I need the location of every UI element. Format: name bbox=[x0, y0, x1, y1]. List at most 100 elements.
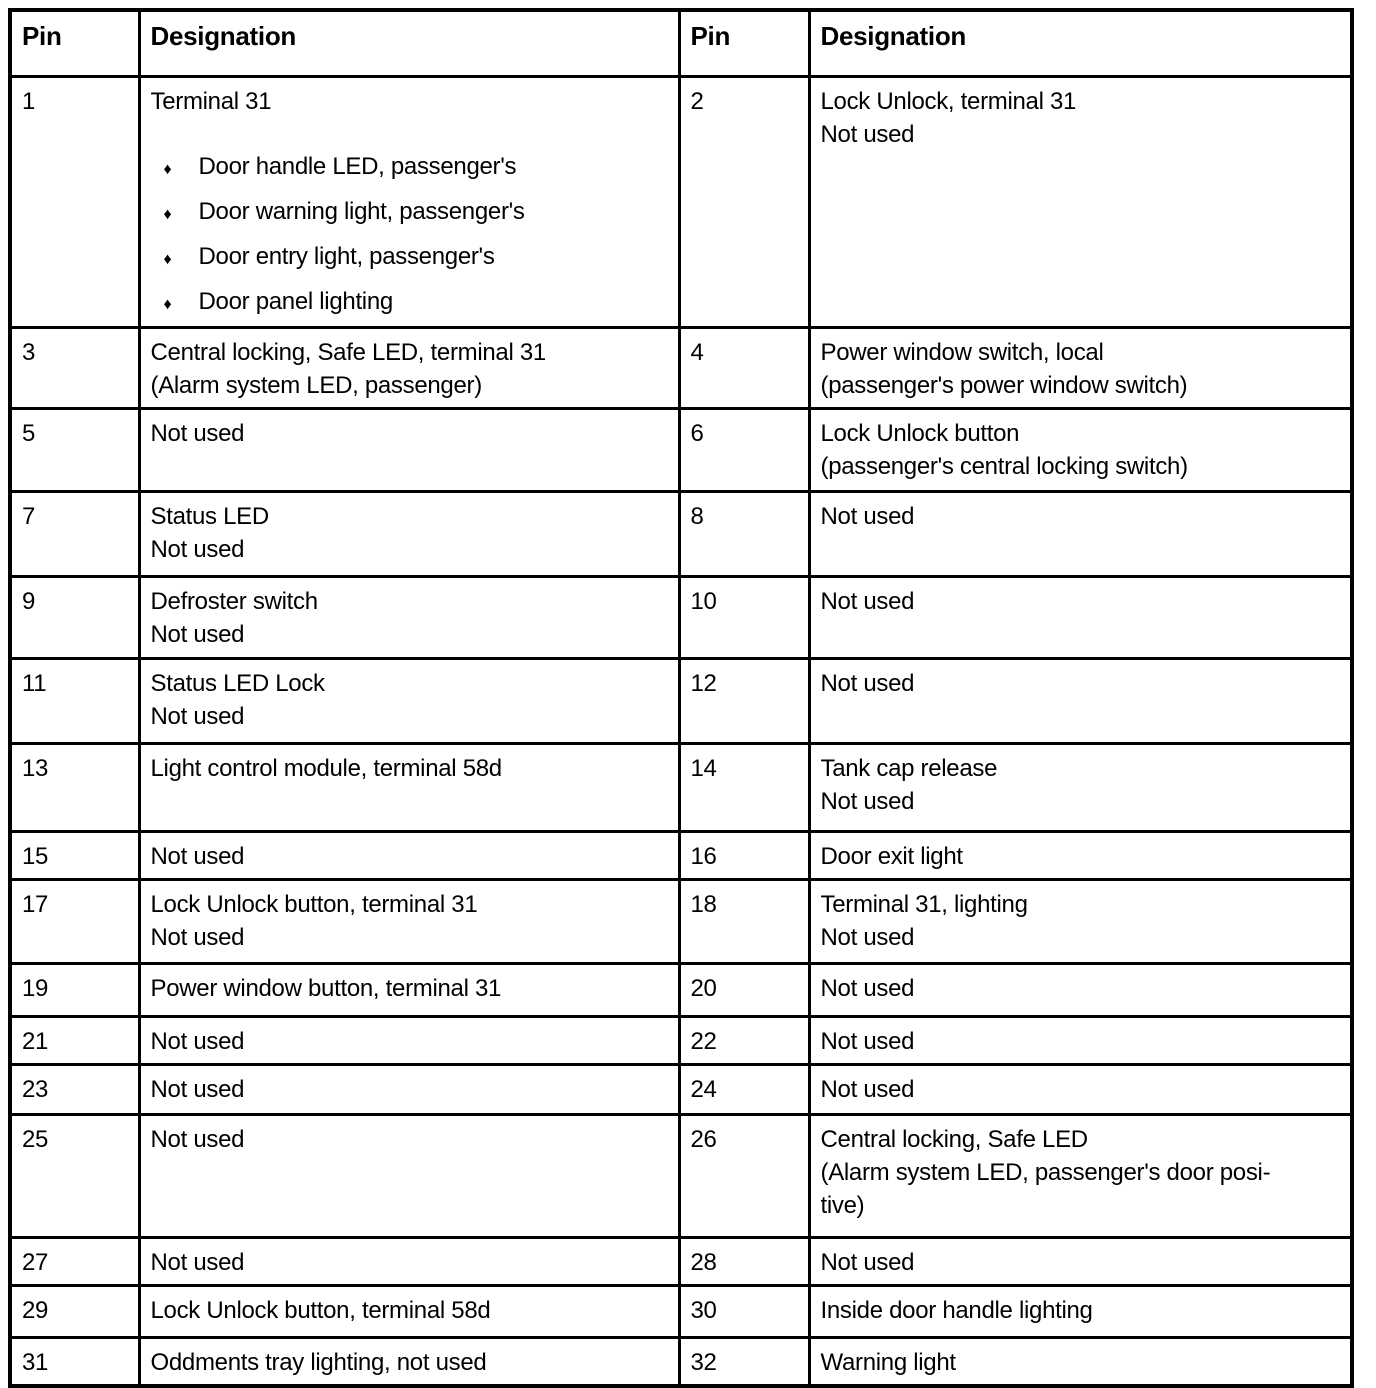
pin-number-cell: 20 bbox=[677, 962, 811, 1018]
pin-number-cell: 7 bbox=[8, 490, 141, 578]
table-row: 13 Light control module, terminal 58d 14 Ta… bbox=[8, 742, 1354, 833]
designation-line: Not used bbox=[150, 1028, 245, 1055]
diamond-bullet-icon: ♦ bbox=[163, 206, 172, 223]
designation-cell: Defroster switch Not used bbox=[137, 575, 681, 660]
designation-cell: Not used bbox=[137, 1015, 681, 1066]
pin-number-cell: 6 bbox=[677, 407, 811, 493]
designation-cell: Not used bbox=[807, 962, 1354, 1018]
pin-number-cell: 1 bbox=[8, 75, 141, 329]
designation-line: Door exit light bbox=[820, 843, 964, 870]
pin-number-cell: 29 bbox=[8, 1284, 141, 1339]
designation-line: Light control module, terminal 58d bbox=[150, 755, 503, 782]
diamond-bullet-icon: ♦ bbox=[163, 296, 172, 313]
designation-line: Not used bbox=[150, 621, 245, 648]
table-row: 5 Not used 6 Lock Unlock button (passenger's… bbox=[8, 407, 1354, 493]
designation-line: Not used bbox=[820, 1028, 915, 1055]
designation-line: Tank cap release bbox=[820, 755, 998, 782]
designation-line: Not used bbox=[820, 1076, 915, 1103]
pin-number-cell: 13 bbox=[8, 742, 141, 833]
designation-cell: Warning light bbox=[807, 1336, 1354, 1388]
designation-cell: Not used bbox=[137, 1236, 681, 1287]
designation-line: Not used bbox=[820, 788, 915, 815]
pin-number-cell: 5 bbox=[8, 407, 141, 493]
designation-line: Not used bbox=[820, 588, 915, 615]
pin-number-cell: 32 bbox=[677, 1336, 811, 1388]
pin-number-cell: 10 bbox=[677, 575, 811, 660]
designation-line: Not used bbox=[820, 121, 915, 148]
col-header-designation-right: Designation bbox=[807, 8, 1354, 78]
pin-number-cell: 21 bbox=[8, 1015, 141, 1066]
designation-cell: Not used bbox=[807, 1063, 1354, 1116]
bullet-list: ♦ Door handle LED, passenger's ♦ Door warni… bbox=[151, 150, 670, 321]
designation-line: Not used bbox=[820, 670, 915, 697]
col-header-pin-right: Pin bbox=[677, 8, 811, 78]
pin-number-cell: 8 bbox=[677, 490, 811, 578]
designation-line: Not used bbox=[820, 924, 915, 951]
designation-line: Not used bbox=[150, 1126, 245, 1153]
diamond-bullet-icon: ♦ bbox=[163, 251, 172, 268]
pin-assignment-table: Pin Designation Pin Designation 1 Termina… bbox=[8, 8, 1354, 1388]
table-row: 27 Not used 28 Not used bbox=[8, 1236, 1354, 1287]
pin-number-cell: 9 bbox=[8, 575, 141, 660]
designation-cell: Central locking, Safe LED (Alarm system L… bbox=[807, 1113, 1354, 1239]
pin-number-cell: 26 bbox=[677, 1113, 811, 1239]
designation-line: Central locking, Safe LED bbox=[820, 1126, 1089, 1153]
bullet-item: ♦ Door handle LED, passenger's bbox=[151, 150, 670, 186]
designation-cell: Not used bbox=[807, 1236, 1354, 1287]
pin-number-cell: 4 bbox=[677, 326, 811, 410]
pin-number-cell: 27 bbox=[8, 1236, 141, 1287]
designation-line: Not used bbox=[820, 503, 915, 530]
pin-number-cell: 2 bbox=[677, 75, 811, 329]
designation-cell: Status LED Not used bbox=[137, 490, 681, 578]
designation-line: (Alarm system LED, passenger) bbox=[150, 372, 483, 399]
designation-line: Status LED bbox=[150, 503, 270, 530]
designation-line: Not used bbox=[150, 843, 245, 870]
designation-cell: Door exit light bbox=[807, 830, 1354, 881]
designation-line: Defroster switch bbox=[150, 588, 319, 615]
bullet-text: Door handle LED, passenger's bbox=[198, 153, 517, 180]
designation-line: (passenger's power window switch) bbox=[820, 372, 1188, 399]
pin-number-cell: 17 bbox=[8, 878, 141, 965]
designation-cell: Power window switch, local (passenger's p… bbox=[807, 326, 1354, 410]
designation-cell: Not used bbox=[807, 1015, 1354, 1066]
header-row: Pin Designation Pin Designation bbox=[8, 8, 1354, 78]
designation-line: Not used bbox=[150, 420, 245, 447]
designation-cell: Status LED Lock Not used bbox=[137, 657, 681, 745]
table-body: 1 Terminal 31 ♦ Door handle LED, passenger'… bbox=[8, 75, 1354, 1388]
designation-line: Not used bbox=[820, 1249, 915, 1276]
designation-cell: Not used bbox=[137, 1063, 681, 1116]
designation-line: Central locking, Safe LED, terminal 31 bbox=[150, 339, 547, 366]
table-row: 17 Lock Unlock button, terminal 31 Not use… bbox=[8, 878, 1354, 965]
designation-line: Not used bbox=[150, 536, 245, 563]
designation-line: Power window button, terminal 31 bbox=[150, 975, 502, 1002]
designation-line: Power window switch, local bbox=[820, 339, 1104, 366]
pin-number-cell: 18 bbox=[677, 878, 811, 965]
bullet-text: Door entry light, passenger's bbox=[198, 243, 495, 270]
pin-number-cell: 19 bbox=[8, 962, 141, 1018]
designation-cell: Power window button, terminal 31 bbox=[137, 962, 681, 1018]
table-row: 25 Not used 26 Central locking, Safe LED (Al… bbox=[8, 1113, 1354, 1239]
designation-line: Warning light bbox=[820, 1349, 957, 1376]
designation-cell: Not used bbox=[137, 830, 681, 881]
designation-cell: Not used bbox=[807, 575, 1354, 660]
designation-cell: Lock Unlock, terminal 31 Not used bbox=[807, 75, 1354, 329]
designation-line: (Alarm system LED, passenger's door posi… bbox=[820, 1159, 1271, 1186]
table-row: 19 Power window button, terminal 31 20 Not … bbox=[8, 962, 1354, 1018]
designation-line: Status LED Lock bbox=[150, 670, 326, 697]
pin-number-cell: 31 bbox=[8, 1336, 141, 1388]
table-row: 15 Not used 16 Door exit light bbox=[8, 830, 1354, 881]
designation-cell: Not used bbox=[807, 657, 1354, 745]
designation-cell: Lock Unlock button (passenger's central l… bbox=[807, 407, 1354, 493]
designation-cell: Lock Unlock button, terminal 58d bbox=[137, 1284, 681, 1339]
designation-line: Lock Unlock button bbox=[820, 420, 1020, 447]
designation-line: Lock Unlock button, terminal 31 bbox=[150, 891, 478, 918]
designation-line: Inside door handle lighting bbox=[820, 1297, 1093, 1324]
pin-number-cell: 28 bbox=[677, 1236, 811, 1287]
designation-line: (passenger's central locking switch) bbox=[820, 453, 1189, 480]
pin-number-cell: 22 bbox=[677, 1015, 811, 1066]
bullet-item: ♦ Door warning light, passenger's bbox=[151, 195, 670, 231]
table-row: 11 Status LED Lock Not used 12 Not used bbox=[8, 657, 1354, 745]
col-header-pin-left: Pin bbox=[8, 8, 141, 78]
designation-cell: Tank cap release Not used bbox=[807, 742, 1354, 833]
designation-cell: Light control module, terminal 58d bbox=[137, 742, 681, 833]
